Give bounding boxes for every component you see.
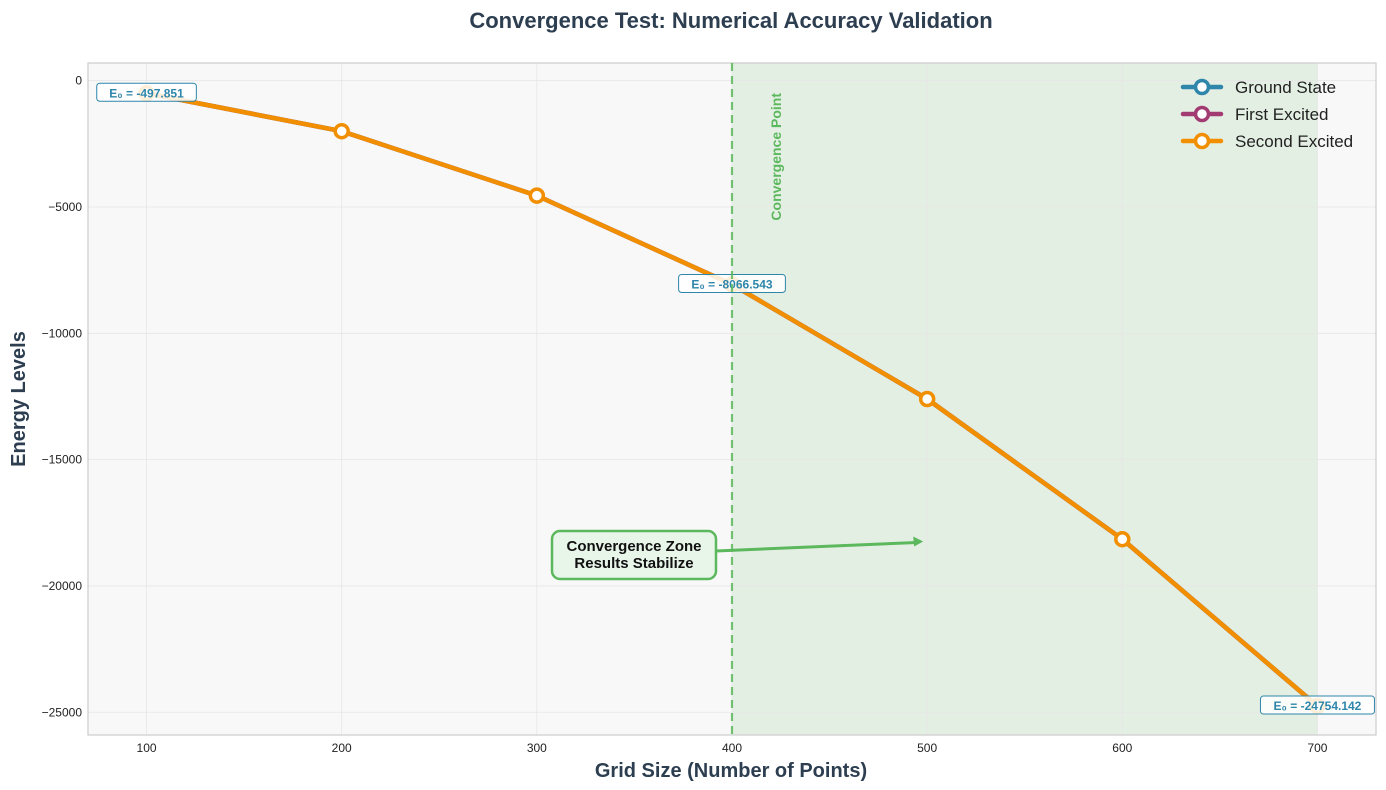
- x-tick-label: 400: [722, 741, 742, 755]
- legend-item-first-excited[interactable]: First Excited: [1180, 105, 1329, 124]
- y-tick-label: −15000: [42, 453, 83, 467]
- data-point: [1114, 530, 1131, 548]
- data-label-text: E₀ = -497.851: [109, 86, 184, 100]
- data-label-box: [1259, 695, 1375, 715]
- legend-swatch-marker: [1193, 105, 1211, 123]
- annotation-arrowhead: [913, 536, 924, 547]
- legend-item-second-excited[interactable]: Second Excited: [1180, 132, 1353, 151]
- x-axis-label: Grid Size (Number of Points): [595, 760, 867, 782]
- annotation-line-2: Results Stabilize: [574, 555, 693, 572]
- legend-item-ground-state[interactable]: Ground State: [1180, 78, 1336, 97]
- data-point: [918, 390, 936, 408]
- y-tick-label: −5000: [48, 200, 82, 214]
- y-axis-label: Energy Levels: [8, 331, 30, 467]
- energy-data-label: E₀ = -497.851: [96, 82, 197, 102]
- x-tick-label: 300: [527, 741, 547, 755]
- legend-label: First Excited: [1235, 105, 1329, 124]
- data-point: [528, 187, 546, 204]
- y-tick-label: −25000: [42, 705, 83, 719]
- data-label-box: [96, 82, 197, 102]
- chart-title: Convergence Test: Numerical Accuracy Val…: [469, 8, 992, 33]
- x-tick-label: 600: [1112, 741, 1132, 755]
- data-point: [333, 122, 350, 140]
- data-label-text: E₀ = -24754.142: [1274, 699, 1362, 713]
- y-tick-label: −20000: [42, 579, 83, 593]
- convergence-point-label: Convergence Point: [768, 93, 784, 221]
- energy-data-label: E₀ = -24754.142: [1259, 695, 1375, 715]
- legend-swatch-marker: [1193, 78, 1211, 96]
- x-tick-label: 700: [1307, 741, 1327, 755]
- annotation-line-1: Convergence Zone: [566, 538, 701, 555]
- x-tick-label: 100: [137, 741, 157, 755]
- annotation-arrow: [715, 540, 918, 553]
- y-tick-label: 0: [75, 74, 82, 88]
- legend-label: Ground State: [1235, 78, 1336, 97]
- x-tick-label: 500: [917, 741, 937, 755]
- annotation-box: [550, 529, 718, 581]
- convergence-zone-shade: [732, 63, 1318, 735]
- x-tick-label: 200: [332, 741, 352, 755]
- legend-label: Second Excited: [1235, 132, 1353, 151]
- y-tick-label: −10000: [42, 326, 83, 340]
- legend-swatch-marker: [1193, 132, 1211, 150]
